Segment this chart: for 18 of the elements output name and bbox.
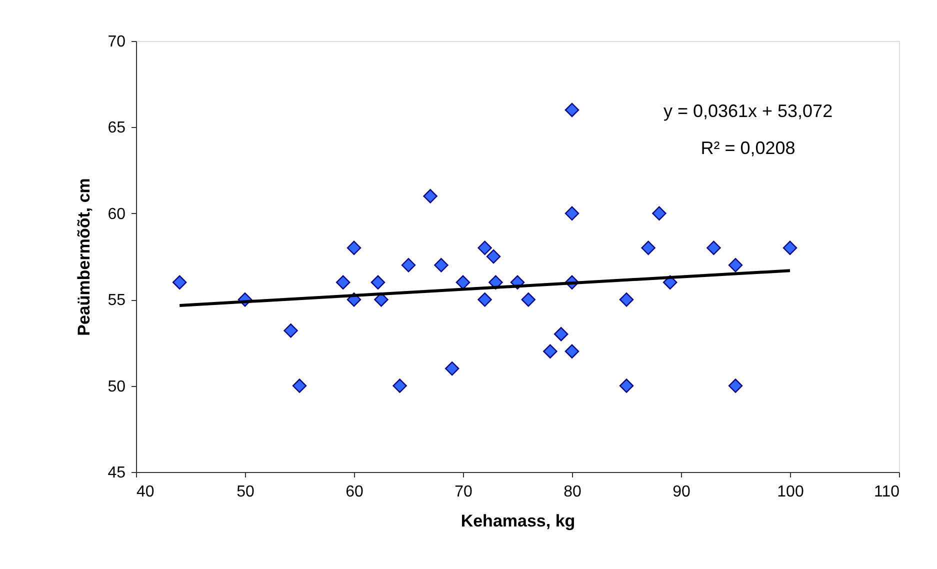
y-tick-label: 45 <box>108 464 126 482</box>
annotation: R² = 0,0208 <box>700 138 796 158</box>
y-tick-label: 50 <box>108 378 126 396</box>
y-axis-title: Peaümbermõõt, cm <box>74 178 94 336</box>
x-tick-label: 100 <box>777 484 804 500</box>
y-tick-label: 55 <box>108 292 126 310</box>
x-axis-title: Kehamass, kg <box>460 512 576 530</box>
annotation: y = 0,0361x + 53,072 <box>663 101 833 121</box>
x-tick-label: 90 <box>672 484 690 500</box>
y-tick-label: 70 <box>108 34 126 50</box>
x-tick-label: 110 <box>874 484 900 500</box>
x-tick-label: 80 <box>564 484 582 500</box>
y-tick-label: 60 <box>108 206 126 223</box>
x-tick-label: 70 <box>454 484 472 500</box>
x-tick-label: 60 <box>346 484 364 500</box>
y-tick-label: 65 <box>108 120 126 137</box>
x-tick-label: 40 <box>136 484 154 500</box>
x-tick-label: 50 <box>236 484 254 500</box>
